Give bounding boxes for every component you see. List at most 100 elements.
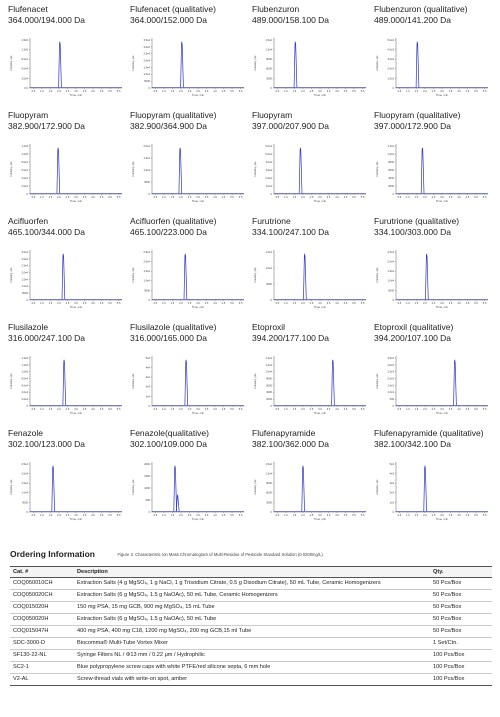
y-tick-label: 0 <box>271 86 273 90</box>
y-tick-label: 0 <box>271 298 273 302</box>
x-tick-label: 0.5 <box>32 407 36 411</box>
y-tick-label: 2.0e3 <box>388 67 395 71</box>
chromatogram-secondary-peak <box>176 494 180 512</box>
x-tick-label: 1.5 <box>171 89 175 93</box>
chart-axes <box>273 462 366 513</box>
x-tick-label: 1.5 <box>415 407 419 411</box>
y-tick-label: 1.0e4 <box>144 168 151 172</box>
y-axis-label: Intensity, cps <box>375 373 379 389</box>
table-row: SDC-3000-D Biocomma® Multi-Tube Vortex Mi… <box>10 637 492 650</box>
x-tick-label: 2.0 <box>179 195 183 199</box>
y-axis-label: Intensity, cps <box>375 267 379 283</box>
x-tick-label: 4.0 <box>335 301 339 305</box>
y-tick-label: 1.4e4 <box>266 356 273 360</box>
x-tick-label: 3.0 <box>196 301 200 305</box>
chromatogram-transition: 489.000/158.100 Da <box>252 15 330 25</box>
chromatogram-peak <box>303 253 307 300</box>
x-tick-label: 2.0 <box>57 301 61 305</box>
x-tick-label: 5.0 <box>352 513 356 517</box>
y-tick-label: 2.0e4 <box>388 260 395 264</box>
chromatogram-cell: Acifluorfen 465.100/344.000 Da Intensity, … <box>8 216 130 322</box>
qty-cell: 50 Pcs/Box <box>430 601 492 614</box>
y-tick-label: 0 <box>149 86 151 90</box>
chromatogram-peak <box>58 41 62 88</box>
y-tick-label: 1e3 <box>390 500 395 504</box>
chromatogram-chart: Intensity, cps 3.5e4 3.0e4 2.5e4 2.0e4 1.5e4 1… <box>131 38 244 97</box>
x-axis-label: Time, min <box>314 93 327 97</box>
y-tick-label: 6.0e4 <box>22 67 29 71</box>
y-tick-label: 2e4 <box>146 385 151 389</box>
y-tick-label: 6.0e4 <box>266 144 273 148</box>
x-tick-label: 5.5 <box>239 89 243 93</box>
y-tick-label: 5000 <box>22 291 28 295</box>
x-tick-label: 4.0 <box>91 301 95 305</box>
x-tick-label: 5.5 <box>239 195 243 199</box>
y-axis-label: Intensity, cps <box>131 161 135 177</box>
chromatogram-chart: Intensity, cps 1.4e4 1.2e4 1.0e4 8000 6000 400… <box>253 356 366 415</box>
x-tick-label: 1.0 <box>406 195 410 199</box>
x-tick-label: 5.5 <box>239 407 243 411</box>
cat-cell: COQ050020CH <box>10 589 74 602</box>
x-tick-label: 4.5 <box>100 301 104 305</box>
x-tick-label: 3.5 <box>205 407 209 411</box>
description-cell: Blue polypropylene screw caps with white… <box>74 661 430 674</box>
x-tick-label: 4.5 <box>466 513 470 517</box>
chromatogram-chart: Intensity, cps 1.2e5 1.0e5 8.0e4 6.0e4 4.0e4 2… <box>9 144 122 203</box>
chromatogram-transition: 489.000/141.200 Da <box>374 15 452 25</box>
x-tick-label: 2.5 <box>310 407 314 411</box>
y-tick-label: 3.0e3 <box>388 57 395 61</box>
x-tick-label: 3.5 <box>83 195 87 199</box>
x-tick-label: 0.5 <box>398 513 402 517</box>
x-tick-label: 1.0 <box>162 301 166 305</box>
x-tick-label: 5.5 <box>361 89 365 93</box>
x-tick-label: 5.5 <box>361 301 365 305</box>
x-tick-label: 5.5 <box>239 513 243 517</box>
x-tick-label: 5.5 <box>483 301 487 305</box>
qty-cell: 100 Pcs/Box <box>430 649 492 662</box>
cat-cell: SF130-22-NL <box>10 649 74 662</box>
chromatogram-chart: Intensity, cps 2000 1500 1000 500 00.5 1.0 1.5 2… <box>131 462 244 521</box>
chart-axes <box>395 462 488 513</box>
y-tick-label: 0 <box>27 510 29 514</box>
table-row: COQ050020H Extraction Salts (6 g MgSO₄, 1… <box>10 613 492 626</box>
chromatogram-title: Flusilazole <box>8 322 49 332</box>
x-tick-label: 2.0 <box>423 301 427 305</box>
x-tick-label: 5.0 <box>108 301 112 305</box>
y-axis-label: Intensity, cps <box>9 479 13 495</box>
x-tick-label: 0.5 <box>276 407 280 411</box>
x-tick-label: 0.5 <box>154 89 158 93</box>
x-tick-label: 3.0 <box>318 513 322 517</box>
chromatogram-transition: 364.000/152.000 Da <box>130 15 208 25</box>
x-tick-label: 5.0 <box>230 89 234 93</box>
y-axis-label: Intensity, cps <box>253 267 257 283</box>
chart-axes <box>151 250 244 301</box>
x-tick-label: 5.0 <box>108 89 112 93</box>
chromatogram-chart: Intensity, cps 1.5e4 1.2e4 9000 6000 3000 00.5… <box>253 38 366 97</box>
x-tick-label: 3.0 <box>440 513 444 517</box>
x-tick-label: 1.5 <box>171 195 175 199</box>
y-tick-label: 1000 <box>144 486 150 490</box>
x-tick-label: 5.5 <box>483 195 487 199</box>
x-tick-label: 4.0 <box>335 407 339 411</box>
chromatogram-transition: 382.100/342.100 Da <box>374 439 452 449</box>
chromatogram-peak <box>173 465 177 512</box>
y-tick-label: 1.0e3 <box>388 390 395 394</box>
chromatogram-transition: 302.100/109.000 Da <box>130 439 208 449</box>
chromatogram-transition: 394.200/107.100 Da <box>374 333 452 343</box>
chromatogram-chart: Intensity, cps 1.5e5 1.2e5 9.0e4 6.0e4 3.0e4 0… <box>9 38 122 97</box>
y-tick-label: 5.0e3 <box>388 38 395 42</box>
y-tick-label: 1.5e4 <box>22 277 29 281</box>
x-tick-label: 4.0 <box>213 195 217 199</box>
y-tick-label: 4000 <box>266 390 272 394</box>
y-tick-label: 1.4e5 <box>22 356 29 360</box>
x-tick-label: 2.5 <box>188 89 192 93</box>
table-row: COQ015047H 400 mg PSA, 400 mg C18, 1200 m… <box>10 625 492 638</box>
ordering-title: Ordering Information <box>10 549 95 559</box>
chart-axes <box>151 38 244 89</box>
y-tick-label: 0 <box>271 404 273 408</box>
y-tick-label: 2.5e4 <box>22 462 29 466</box>
x-tick-label: 4.0 <box>213 407 217 411</box>
x-tick-label: 3.5 <box>327 513 331 517</box>
chromatogram-transition: 382.100/362.000 Da <box>252 439 330 449</box>
x-tick-label: 2.5 <box>66 513 70 517</box>
